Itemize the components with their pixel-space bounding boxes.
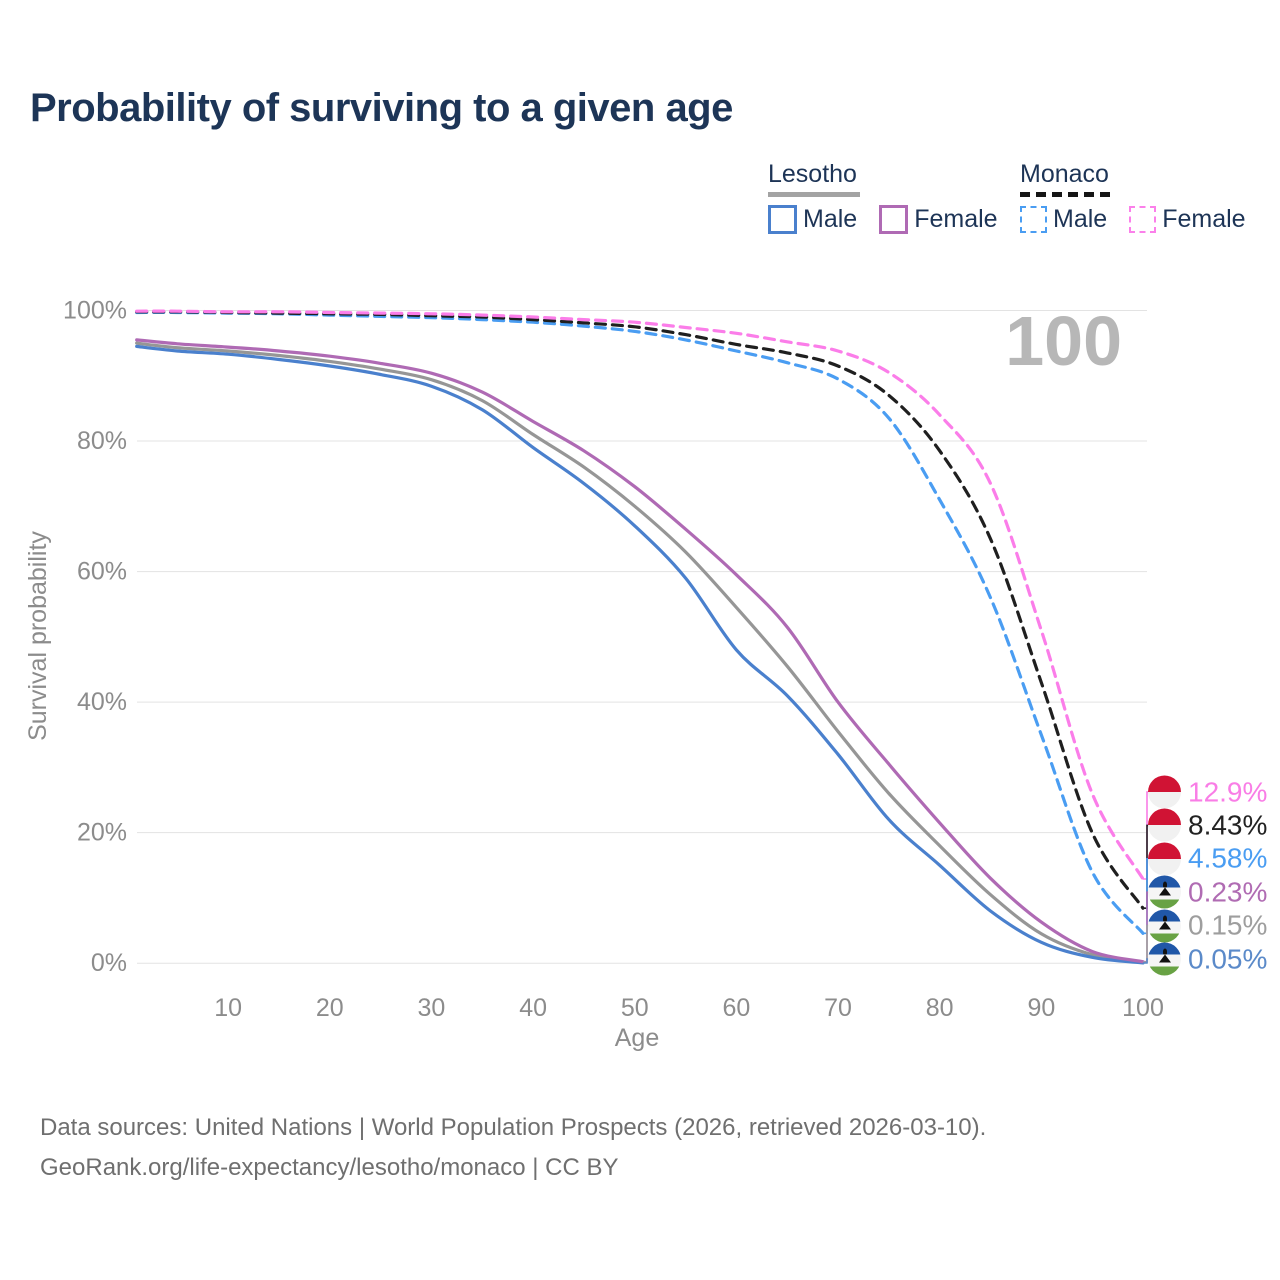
- y-tick-label: 20%: [77, 819, 127, 847]
- legend-item-monaco-male[interactable]: Male: [1020, 205, 1107, 234]
- age-watermark: 100: [1005, 302, 1122, 380]
- monaco-line-style-sample: [1020, 192, 1116, 197]
- series-line-monaco[interactable]: [135, 310, 1145, 910]
- basotho-hat-icon: [1158, 948, 1171, 963]
- end-label-value: 8.43%: [1188, 809, 1268, 841]
- lesotho-flag-icon: [1148, 909, 1181, 943]
- end-label-value: 12.9%: [1188, 776, 1268, 807]
- x-tick-label: 40: [519, 994, 547, 1022]
- end-label-value: 0.05%: [1188, 943, 1268, 974]
- end-label-monaco-male: 4.58%: [1148, 842, 1268, 876]
- legend-group-monaco: Monaco Male Female: [1020, 160, 1246, 234]
- y-tick-label: 80%: [77, 427, 127, 455]
- lesotho-line-style-sample: [768, 192, 860, 197]
- lesotho-female-checkbox-icon[interactable]: [879, 205, 909, 234]
- lesotho-male-checkbox-icon[interactable]: [768, 205, 797, 234]
- legend-group-lesotho: Lesotho Male Female: [768, 160, 998, 234]
- y-tick-label: 40%: [77, 688, 127, 716]
- end-label-monaco-female: 12.9%: [1148, 775, 1268, 809]
- legend-item-lesotho-male[interactable]: Male: [768, 205, 857, 234]
- legend-item-lesotho-female[interactable]: Female: [879, 205, 998, 234]
- x-tick-label: 10: [214, 994, 242, 1022]
- x-tick-label: 50: [621, 994, 649, 1022]
- legend-item-label: Male: [803, 205, 858, 233]
- x-tick-label: 100: [1122, 994, 1164, 1022]
- basotho-hat-icon: [1158, 915, 1171, 930]
- monaco-flag-icon: [1148, 842, 1181, 876]
- end-label-value: 0.15%: [1188, 909, 1268, 941]
- x-tick-label: 30: [418, 994, 446, 1022]
- lesotho-flag-icon: [1148, 875, 1181, 909]
- legend-item-label: Female: [1162, 205, 1246, 233]
- monaco-flag-icon: [1148, 775, 1181, 809]
- series-line-lesotho-female[interactable]: [135, 338, 1145, 964]
- monaco-female-checkbox-icon[interactable]: [1129, 206, 1157, 233]
- x-tick-label: 20: [316, 994, 344, 1022]
- basotho-hat-icon: [1158, 881, 1171, 896]
- y-axis-title: Survival probability: [24, 531, 52, 741]
- x-axis-title: Age: [615, 1024, 659, 1052]
- series-line-lesotho[interactable]: [135, 341, 1145, 964]
- end-label-lesotho: 0.15%: [1148, 909, 1268, 943]
- x-tick-label: 60: [722, 994, 750, 1022]
- series-line-monaco-female[interactable]: [135, 309, 1145, 881]
- end-label-value: 0.23%: [1188, 876, 1268, 908]
- end-label-lesotho-female: 0.23%: [1148, 875, 1268, 909]
- footer: Data sources: United Nations | World Pop…: [40, 1108, 986, 1188]
- legend-item-label: Male: [1053, 205, 1108, 233]
- x-tick-label: 80: [926, 994, 954, 1022]
- end-label-value: 4.58%: [1188, 842, 1268, 874]
- end-label-monaco: 8.43%: [1148, 808, 1268, 842]
- legend-item-monaco-female[interactable]: Female: [1129, 205, 1246, 234]
- end-label-lesotho-male: 0.05%: [1148, 942, 1268, 976]
- y-tick-label: 100%: [63, 297, 127, 325]
- data-sources-note: Data sources: United Nations | World Pop…: [40, 1114, 987, 1141]
- monaco-male-checkbox-icon[interactable]: [1020, 206, 1047, 233]
- series-line-monaco-male[interactable]: [135, 310, 1145, 935]
- attribution-note: GeoRank.org/life-expectancy/lesotho/mona…: [40, 1154, 619, 1181]
- y-tick-label: 60%: [77, 558, 127, 586]
- x-tick-label: 70: [824, 994, 852, 1022]
- y-tick-label: 0%: [91, 949, 127, 977]
- monaco-flag-icon: [1148, 808, 1181, 842]
- legend-item-label: Female: [914, 205, 998, 233]
- series-line-lesotho-male[interactable]: [135, 344, 1145, 965]
- legend-country-monaco: Monaco: [1020, 160, 1109, 188]
- page-title: Probability of surviving to a given age: [30, 86, 733, 130]
- legend-country-lesotho: Lesotho: [768, 160, 857, 188]
- x-tick-label: 90: [1027, 994, 1055, 1022]
- lesotho-flag-icon: [1148, 942, 1181, 976]
